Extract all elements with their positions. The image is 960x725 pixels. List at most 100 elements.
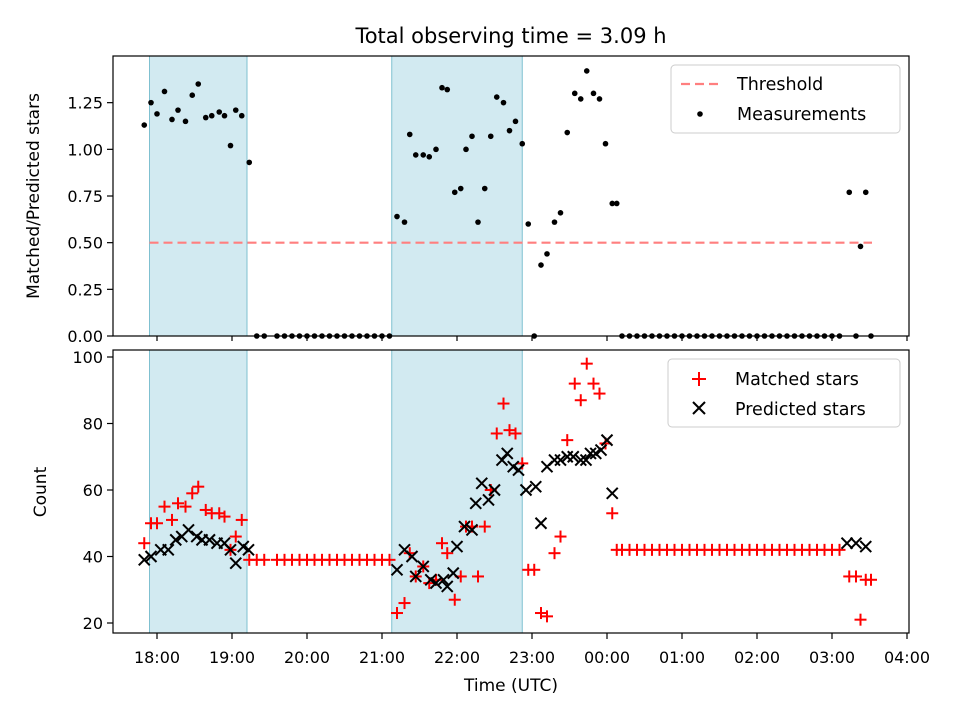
measurement-point (232, 107, 239, 113)
predicted-star-point (390, 563, 404, 577)
measurement-point (602, 140, 609, 147)
measurement-point (519, 140, 526, 147)
measurement-point (394, 213, 400, 220)
top-ytick-label-2: 0.50 (67, 234, 103, 253)
measurement-point (444, 86, 451, 93)
predicted-star-b (218, 536, 231, 550)
measurement-point (475, 219, 481, 225)
predicted-star-point (512, 463, 525, 477)
matched-star-point (472, 570, 484, 583)
top-ytick-label-0: 0.00 (67, 327, 103, 346)
predicted-star-point (488, 483, 501, 497)
legend-predicted-label: Predicted stars (735, 400, 866, 420)
matched-star-point (151, 517, 163, 530)
top-x-ticks (156, 336, 908, 341)
matched-star-point (186, 487, 199, 500)
bottom-y-axis-label: Count (31, 466, 51, 517)
predicted-star-b (594, 443, 608, 457)
matched-star-point (509, 427, 522, 440)
measurement-point (439, 84, 445, 91)
matched-star-point (554, 530, 567, 543)
matched-star-point (850, 570, 862, 583)
predicted-star-point (144, 550, 158, 563)
matched-star-point (229, 530, 242, 543)
matched-star-point (138, 537, 151, 550)
predicted-star-point (429, 576, 443, 590)
predicted-star-point (594, 443, 608, 457)
predicted-star-point (162, 543, 175, 557)
predicted-star-b (162, 543, 175, 557)
measurement-point (544, 251, 550, 257)
predicted-star-point (475, 477, 488, 490)
bottom-xtick-label-8: 02:00 (734, 648, 780, 667)
predicted-star-b (482, 493, 495, 507)
predicted-star-b (437, 573, 450, 586)
top-y-ticks: 0.00 0.25 0.50 0.75 1.00 1.25 (67, 94, 113, 346)
predicted-star-point (519, 483, 533, 497)
matched-star-point (158, 500, 171, 513)
predicted-star-b (512, 463, 525, 477)
predicted-star-point (574, 453, 587, 467)
matched-star-point (218, 510, 231, 523)
matched-star-point (172, 497, 184, 510)
measurement-point (457, 185, 464, 192)
measurement-point (433, 146, 439, 153)
predicted-star-point (840, 536, 854, 550)
predicted-star-b (441, 580, 454, 593)
bottom-panel: 20 40 60 80 100 18:00 19:00 20:00 21:00 22:00 23:… (31, 348, 930, 696)
matched-star-point (497, 397, 510, 410)
predicted-star-b (190, 530, 203, 543)
matched-star-point (490, 427, 503, 440)
predicted-star-b (429, 576, 443, 590)
matched-star-point (478, 520, 491, 533)
matched-star-point (441, 547, 454, 560)
bottom-xtick-label-1: 19:00 (209, 648, 255, 667)
top-ytick-label-5: 1.25 (67, 94, 103, 113)
bottom-legend: Matched stars Predicted stars (667, 358, 901, 428)
measurement-point (506, 127, 513, 134)
predicted-star-b (242, 543, 255, 557)
matched-stars-points (138, 357, 877, 626)
matched-star-point (580, 357, 593, 370)
bottom-x-ticks: 18:00 19:00 20:00 21:00 22:00 23:00 00:00 01:00… (134, 633, 930, 667)
predicted-star-point (138, 553, 151, 567)
predicted-star-point (417, 560, 430, 573)
measurement-point (148, 99, 154, 106)
top-shade-0 (149, 55, 248, 337)
matched-star-point (833, 543, 846, 556)
matched-star-point (561, 434, 574, 447)
measurement-point (613, 200, 620, 207)
top-shade-1 (391, 55, 523, 337)
predicted-star-b (398, 543, 411, 557)
predicted-star-b (469, 497, 482, 510)
bottom-ytick-label-2: 60 (83, 481, 103, 500)
bottom-shade-1 (391, 349, 523, 634)
predicted-star-point (579, 453, 593, 467)
legend-matched-label: Matched stars (735, 370, 859, 390)
measurement-point (557, 210, 564, 216)
matched-star-point (548, 547, 561, 560)
predicted-star-point (229, 556, 242, 570)
matched-star-point (593, 387, 606, 400)
bottom-y-ticks: 20 40 60 80 100 (72, 348, 113, 633)
predicted-star-b (574, 453, 587, 467)
measurement-point (412, 152, 419, 158)
matched-star-point (448, 593, 461, 606)
bottom-xtick-label-0: 18:00 (134, 648, 180, 667)
predicted-star-b (488, 483, 501, 497)
legend-measurements-swatch (697, 111, 703, 117)
legend-threshold-label: Threshold (736, 75, 823, 95)
measurement-point (551, 219, 558, 225)
measurement-point (420, 152, 427, 158)
predicted-star-point (409, 570, 422, 583)
matched-star-point (235, 513, 248, 526)
predicted-star-b (203, 533, 216, 547)
predicted-star-point (600, 433, 614, 447)
measurement-point (426, 154, 433, 160)
bottom-ytick-label-1: 40 (83, 548, 103, 567)
predicted-star-b (138, 553, 151, 567)
x-axis-label: Time (UTC) (463, 676, 558, 696)
predicted-star-point (849, 536, 863, 550)
bottom-xtick-label-7: 01:00 (659, 648, 705, 667)
